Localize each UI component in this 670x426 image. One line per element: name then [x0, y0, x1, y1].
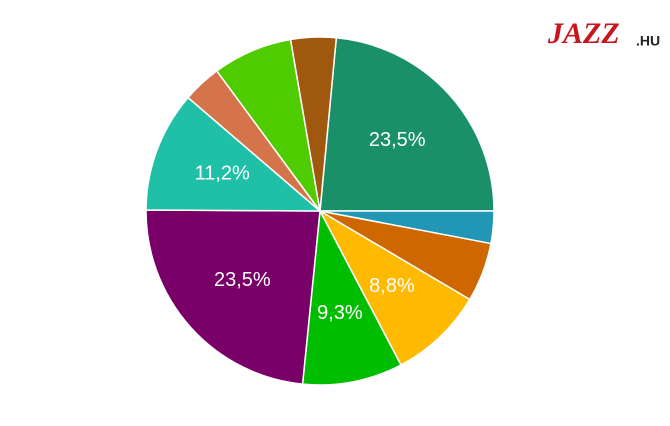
data-label: 23,5% — [214, 269, 271, 291]
pie-slice — [145, 96, 323, 212]
logo-main: JAZZ — [547, 17, 620, 50]
pie-slice — [145, 209, 321, 385]
data-label: 23,5% — [369, 129, 426, 151]
pie-slice — [301, 208, 402, 386]
pie-slice — [289, 36, 338, 212]
logo-suffix: .HU — [636, 33, 660, 49]
pie-slice — [318, 209, 471, 367]
pie-slice — [319, 36, 495, 212]
logo: JAZZ .HU — [547, 17, 660, 50]
data-label: 9,3% — [317, 302, 363, 324]
data-label: 8,8% — [369, 275, 415, 297]
data-label: 11,2% — [195, 163, 250, 185]
